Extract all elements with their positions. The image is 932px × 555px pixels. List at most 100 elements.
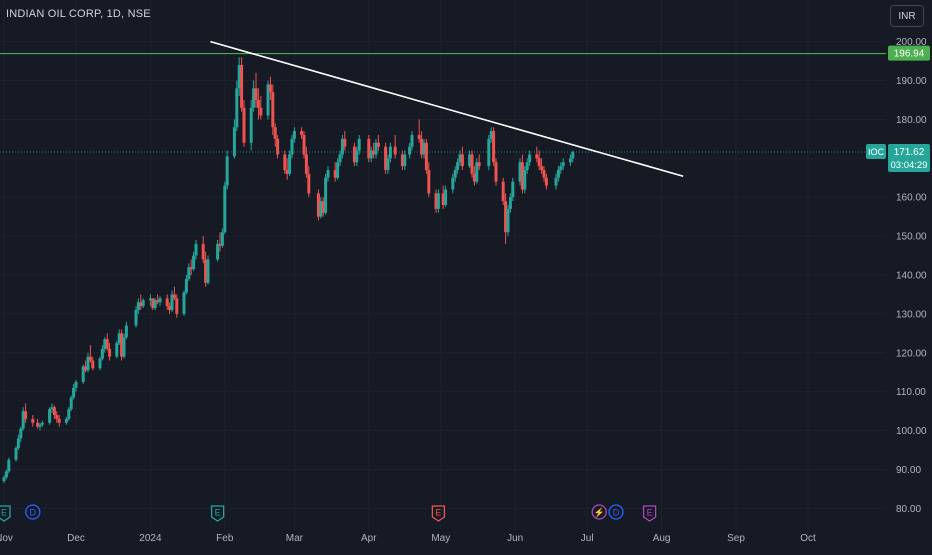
candle-body (424, 142, 428, 170)
currency-button[interactable]: INR (890, 5, 924, 27)
candle-body (456, 162, 460, 170)
y-tick-label: 100.00 (896, 426, 927, 437)
event-marker-label: D (30, 508, 37, 518)
candle-body (74, 381, 78, 388)
candle-body (340, 138, 344, 155)
y-tick-label: 190.00 (896, 76, 927, 87)
candle-body (187, 267, 191, 279)
y-tick-label: 180.00 (896, 115, 927, 126)
y-tick-label: 90.00 (896, 465, 921, 476)
candle-body (256, 100, 260, 108)
x-tick-label: May (431, 533, 450, 544)
candle-body (7, 459, 11, 472)
candle-body (300, 131, 304, 135)
event-marker-label: ⚡ (594, 507, 605, 519)
event-marker-label: E (215, 508, 221, 518)
candle-body (528, 154, 532, 163)
y-tick-label: 120.00 (896, 348, 927, 359)
event-marker (210, 505, 225, 522)
event-marker-label: E (1, 508, 7, 518)
candle-body (148, 298, 152, 301)
candle-body (525, 162, 529, 170)
x-tick-label: 2024 (139, 533, 162, 544)
candle-body (122, 337, 126, 357)
candle-body (336, 162, 340, 178)
candle-body (559, 166, 563, 170)
candle-body (324, 177, 328, 213)
y-tick-label: 150.00 (896, 232, 927, 243)
countdown-label: 03:04:29 (891, 160, 928, 171)
candle-body (57, 418, 61, 423)
time-axis: Nov Dec 2024 Feb Mar Apr May Jun Jul Aug Sep Oct (0, 533, 816, 544)
candle-body (492, 131, 496, 163)
candle-body (410, 135, 414, 147)
candle-body (2, 477, 6, 482)
event-markers: E D E E ⚡ D E (0, 504, 657, 522)
candle-body (386, 158, 390, 170)
candle-body (141, 300, 145, 307)
x-tick-label: Jun (507, 533, 523, 544)
candle-body (307, 173, 311, 194)
candle-body (427, 170, 431, 194)
candle-body (343, 138, 347, 147)
candle-body (537, 158, 541, 167)
x-tick-label: Apr (361, 533, 377, 544)
candle-body (153, 300, 157, 309)
event-marker (608, 504, 624, 520)
candle-body (283, 154, 287, 170)
candle-body (441, 193, 445, 205)
candle-body (14, 448, 18, 460)
candle-body (151, 298, 155, 309)
candle-body (252, 88, 256, 108)
candle-body (259, 107, 263, 116)
candle-body (369, 150, 373, 159)
candle-body (523, 170, 527, 190)
candle-body (242, 107, 246, 143)
candle-body (156, 300, 160, 303)
candle-body (468, 154, 472, 167)
candle-body (571, 152, 575, 159)
candle-body (52, 407, 56, 415)
candle-body (158, 298, 162, 303)
candle-body (216, 243, 220, 260)
x-tick-label: Feb (216, 533, 234, 544)
candle-body (451, 177, 455, 190)
candle-body (55, 415, 59, 419)
candle-body (201, 243, 205, 260)
candle-body (64, 418, 68, 423)
candle-body (475, 162, 479, 182)
symbol-badge-label: IOC (868, 147, 885, 157)
candle-body (117, 333, 121, 344)
candle-body (518, 162, 522, 182)
grid (0, 0, 886, 530)
y-tick-label: 80.00 (896, 504, 921, 515)
candle-body (470, 154, 474, 174)
candle-body (249, 107, 253, 143)
candle-body (520, 162, 524, 190)
candle-body (273, 127, 277, 139)
x-tick-label: Nov (0, 533, 13, 544)
candle-body (31, 418, 35, 423)
candle-body (477, 162, 481, 167)
candle-body (487, 138, 491, 167)
candle-body (220, 232, 224, 246)
candle-body (302, 135, 306, 155)
candle-body (108, 348, 112, 357)
candle-body (134, 310, 138, 326)
x-tick-label: Dec (67, 533, 85, 544)
candle-body (36, 422, 40, 427)
candle-body (288, 154, 292, 174)
candle-body (115, 343, 119, 357)
candle-body (316, 193, 320, 217)
candle-body (290, 138, 294, 155)
candle-body (408, 146, 412, 155)
candle-body (88, 356, 92, 361)
candle-body (223, 185, 227, 233)
candle-body (542, 170, 546, 178)
current-price-label: 171.62 (894, 147, 925, 158)
candle-body (69, 397, 73, 410)
x-tick-label: Mar (286, 533, 304, 544)
candle-body (67, 409, 71, 419)
